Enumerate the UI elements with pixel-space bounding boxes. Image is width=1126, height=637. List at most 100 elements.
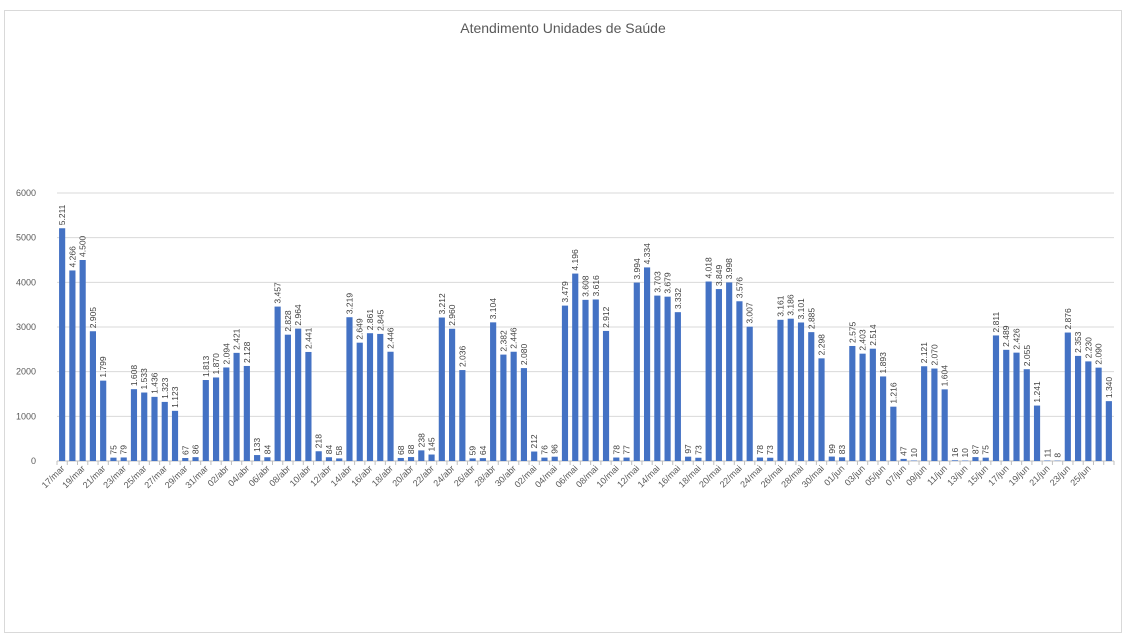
- bar: [746, 326, 753, 461]
- bar: [695, 457, 702, 461]
- x-tick-label: 12/abr: [308, 463, 333, 488]
- data-label: 218: [314, 434, 324, 448]
- data-label: 3.212: [437, 293, 447, 315]
- bar: [654, 295, 661, 461]
- bar: [407, 457, 415, 461]
- x-tick-label: 15/jun: [966, 463, 990, 487]
- bar: [305, 351, 312, 461]
- x-tick-label: 13/jun: [945, 463, 969, 487]
- data-label: 2.230: [1083, 337, 1093, 359]
- bar: [79, 260, 86, 461]
- x-tick-label: 03/jun: [843, 463, 867, 487]
- data-label: 1.813: [201, 355, 211, 377]
- x-tick-label: 30/mai: [800, 463, 826, 489]
- x-tick-label: 02/mai: [512, 463, 538, 489]
- x-tick-label: 16/mai: [656, 463, 682, 489]
- y-tick-label: 2000: [16, 367, 36, 377]
- bar: [1013, 352, 1020, 461]
- x-tick-label: 20/mai: [697, 463, 723, 489]
- x-tick-label: 16/abr: [349, 463, 374, 488]
- bar: [346, 317, 353, 461]
- x-tick-label: 05/jun: [863, 463, 887, 487]
- data-label: 67: [180, 445, 190, 455]
- data-label: 3.332: [673, 288, 683, 310]
- bar: [982, 457, 989, 461]
- bar: [890, 406, 897, 461]
- data-label: 2.912: [601, 306, 611, 328]
- bar: [531, 451, 538, 461]
- bar: [387, 351, 394, 461]
- bar: [808, 332, 815, 461]
- bar: [1023, 369, 1030, 461]
- bar: [490, 322, 497, 461]
- bar: [777, 319, 784, 461]
- data-label: 3.679: [663, 272, 673, 294]
- bar: [551, 456, 558, 461]
- data-label: 59: [468, 446, 478, 456]
- data-label: 1.608: [129, 365, 139, 387]
- data-label: 68: [396, 445, 406, 455]
- bar: [818, 358, 825, 461]
- bar: [602, 330, 610, 461]
- x-tick-label: 22/mai: [718, 463, 744, 489]
- data-label: 99: [827, 444, 837, 454]
- x-tick-label: 18/mai: [677, 463, 703, 489]
- data-label: 88: [406, 444, 416, 454]
- bar: [110, 457, 117, 461]
- data-label: 212: [529, 434, 539, 448]
- x-tick-label: 19/jun: [1007, 463, 1031, 487]
- data-label: 3.994: [632, 258, 642, 280]
- data-label: 96: [550, 444, 560, 454]
- bar: [674, 312, 681, 461]
- data-label: 3.608: [581, 275, 591, 297]
- y-tick-label: 4000: [16, 277, 36, 287]
- data-label: 2.964: [293, 304, 303, 326]
- data-label: 4.334: [642, 243, 652, 265]
- bar: [325, 457, 333, 461]
- bar: [233, 352, 240, 461]
- data-label: 3.616: [591, 275, 601, 297]
- data-label: 3.007: [745, 302, 755, 324]
- bar: [561, 305, 569, 461]
- data-label: 1.216: [888, 382, 898, 404]
- data-label: 84: [324, 445, 334, 455]
- x-tick-label: 01/jun: [822, 463, 846, 487]
- x-tick-label: 09/jun: [904, 463, 928, 487]
- bar: [869, 348, 876, 461]
- data-label: 87: [970, 444, 980, 454]
- x-tick-label: 20/abr: [390, 463, 415, 488]
- data-label: 3.576: [734, 277, 744, 299]
- bar: [284, 334, 291, 461]
- y-tick-label: 1000: [16, 411, 36, 421]
- x-tick-label: 07/jun: [884, 463, 908, 487]
- bar: [900, 458, 907, 461]
- x-tick-label: 24/mai: [738, 463, 764, 489]
- bar: [141, 392, 148, 461]
- bar: [520, 368, 528, 461]
- bar: [941, 389, 948, 461]
- data-label: 2.382: [498, 330, 508, 352]
- bar: [1105, 401, 1112, 461]
- bar: [459, 370, 466, 461]
- data-label: 10: [960, 448, 970, 458]
- bar: [336, 458, 343, 461]
- x-tick-label: 06/mai: [553, 463, 579, 489]
- data-label: 77: [622, 445, 632, 455]
- bar: [171, 410, 179, 461]
- bar: [428, 454, 435, 461]
- bar: [972, 457, 979, 461]
- x-tick-label: 04/mai: [533, 463, 559, 489]
- y-tick-label: 0: [31, 456, 36, 466]
- bar: [1075, 355, 1082, 461]
- bar: [613, 457, 620, 461]
- bar: [736, 301, 743, 461]
- data-label: 84: [262, 445, 272, 455]
- data-label: 4.018: [704, 257, 714, 279]
- bar: [643, 267, 651, 461]
- bar: [797, 322, 805, 461]
- bar: [315, 451, 322, 461]
- data-label: 3.849: [714, 265, 724, 287]
- data-label: 2.861: [365, 309, 375, 331]
- bar: [418, 450, 425, 461]
- bar: [510, 351, 517, 461]
